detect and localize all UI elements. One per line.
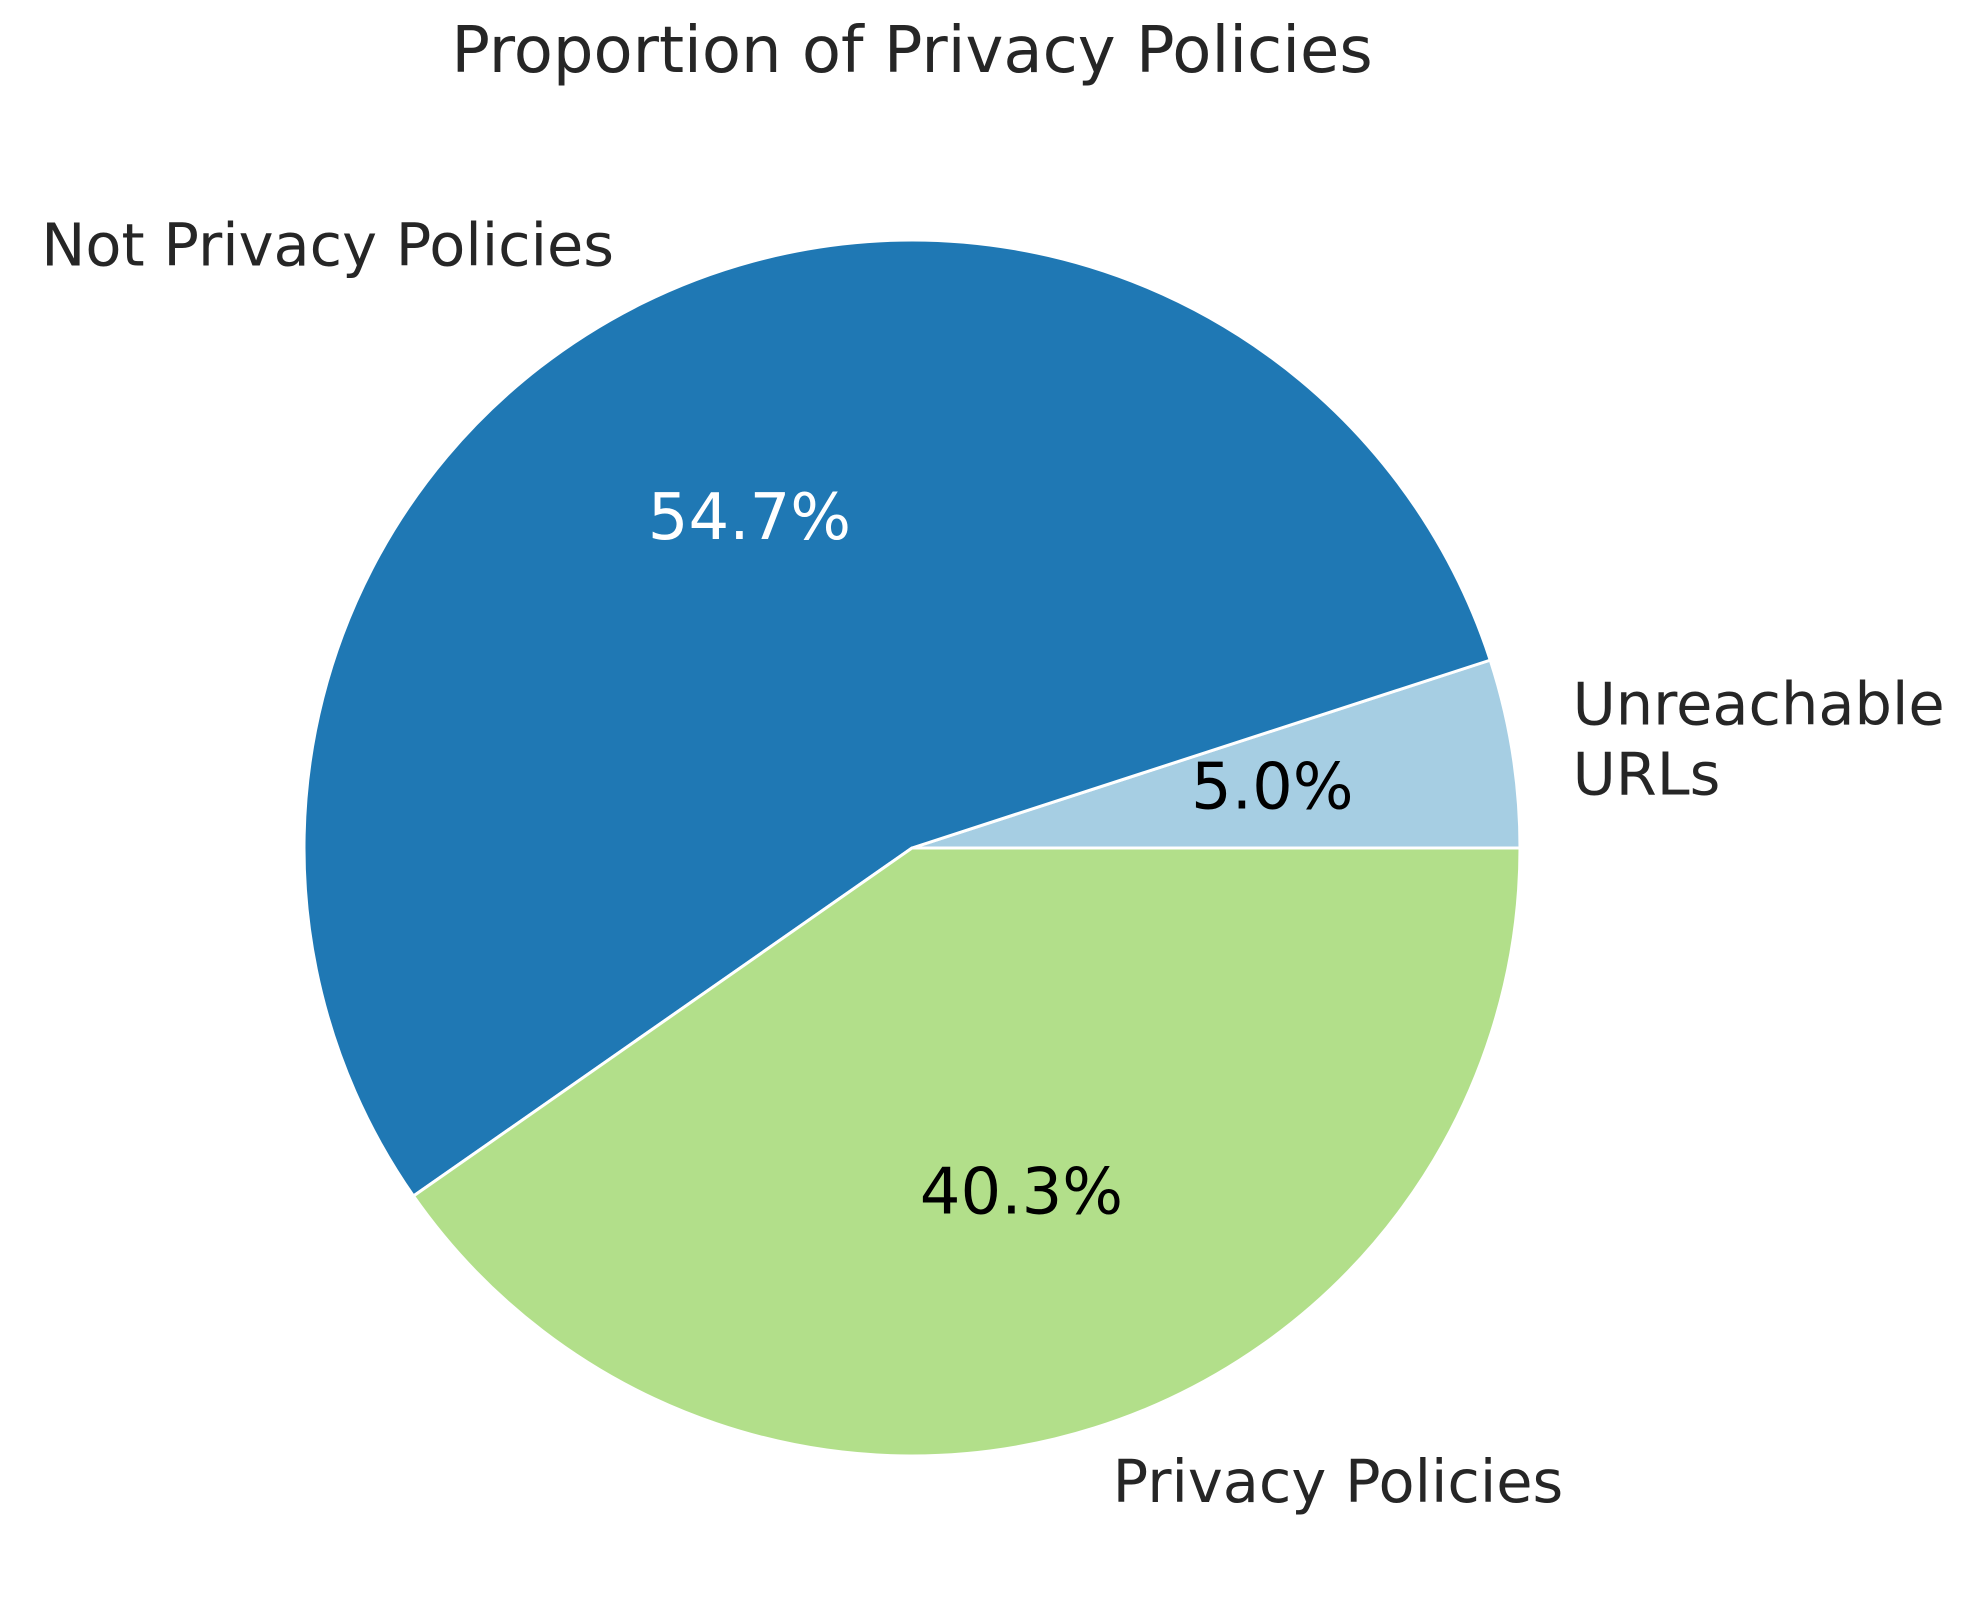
slice-label-privacy-policies: Privacy Policies xyxy=(1113,1447,1564,1516)
slice-pct-privacy-policies: 40.3% xyxy=(920,1156,1123,1230)
slice-label-not-privacy-policies: Not Privacy Policies xyxy=(41,210,614,279)
chart-title: Proportion of Privacy Policies xyxy=(451,14,1372,88)
slice-pct-not-privacy-policies: 54.7% xyxy=(648,481,851,555)
slice-label-unreachable-urls: Unreachable URLs xyxy=(1573,669,1945,808)
pie-slice-not-privacy-policies xyxy=(302,238,1492,1198)
pie-slice-unreachable-urls xyxy=(910,658,1522,850)
pie-slice-privacy-policies xyxy=(411,846,1522,1458)
slice-pct-unreachable-urls: 5.0% xyxy=(1191,751,1354,825)
pie-slices xyxy=(302,238,1522,1458)
pie-labels: Unreachable URLs 5.0% Not Privacy Policies 5… xyxy=(41,210,1944,1516)
